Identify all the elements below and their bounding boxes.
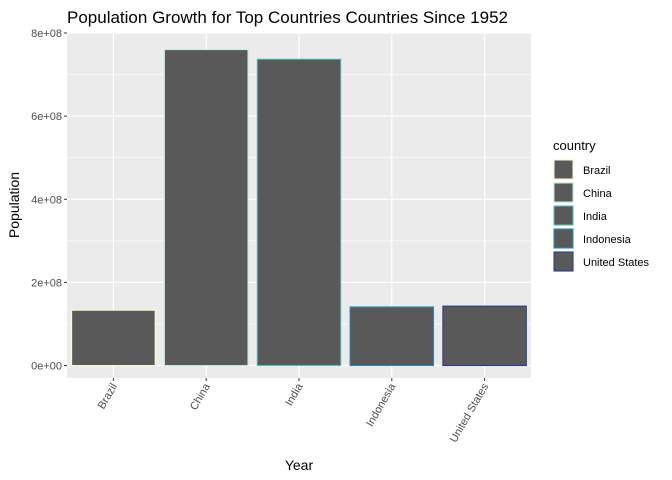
legend-label: India	[583, 211, 608, 223]
legend-key-indonesia	[553, 228, 574, 249]
legend-key-brazil	[553, 159, 574, 180]
chart-title: Population Growth for Top Countries Coun…	[67, 8, 508, 27]
x-axis-title: Year	[285, 457, 314, 473]
y-axis-title: Population	[6, 172, 22, 238]
bar-indonesia	[349, 306, 435, 367]
legend-key-india	[553, 205, 574, 226]
y-tick-label: 8e+08	[31, 28, 62, 40]
x-axis: Brazil China India Indonesia United States	[96, 378, 492, 445]
legend-key-china	[553, 182, 574, 203]
x-tick-label: China	[188, 381, 213, 413]
x-tick-label: India	[283, 381, 306, 408]
bar-united-states	[442, 305, 527, 367]
legend-label: Indonesia	[583, 234, 632, 246]
legend-title: country	[553, 138, 596, 153]
y-axis: 0e+00 2e+08 4e+08 6e+08 8e+08	[31, 28, 67, 373]
y-tick-label: 4e+08	[31, 194, 62, 206]
legend-label: Brazil	[583, 165, 611, 177]
bars-group	[71, 49, 527, 367]
x-tick-label: United States	[448, 381, 492, 445]
y-tick-label: 6e+08	[31, 111, 62, 123]
legend: country Brazil China India Indonesia United …	[553, 138, 650, 272]
x-tick-label: Brazil	[96, 382, 120, 412]
bar-india	[256, 58, 342, 367]
legend-key-united-states	[553, 251, 574, 272]
legend-label: United States	[583, 257, 650, 269]
x-tick-label: Indonesia	[364, 381, 399, 429]
bar-china	[163, 49, 249, 367]
y-tick-label: 0e+00	[31, 361, 62, 373]
bar-brazil	[71, 309, 156, 367]
y-tick-label: 2e+08	[31, 277, 62, 289]
legend-label: China	[583, 188, 613, 200]
